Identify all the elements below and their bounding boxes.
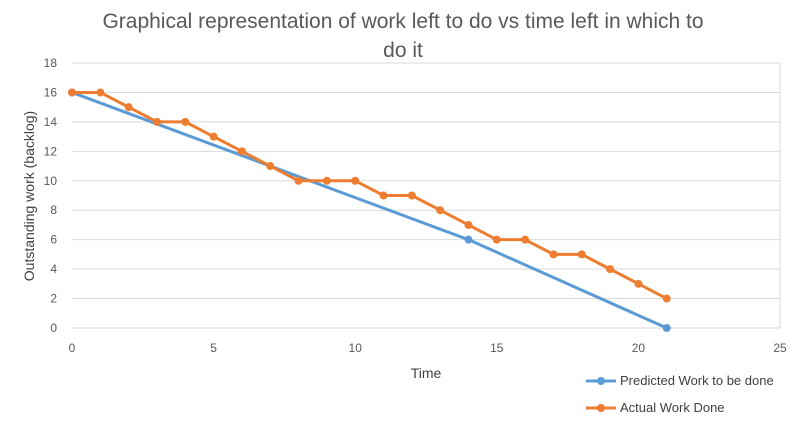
legend: Predicted Work to be done Actual Work Don… xyxy=(586,373,774,415)
data-point xyxy=(606,265,615,274)
data-point xyxy=(464,235,473,244)
y-tick-label: 14 xyxy=(44,115,58,129)
chart-title-line-2: do it xyxy=(383,39,423,62)
data-point xyxy=(237,147,246,156)
data-point xyxy=(152,117,161,126)
y-axis-title: Outstanding work (backlog) xyxy=(21,111,37,281)
y-tick-label: 12 xyxy=(44,144,58,158)
data-point xyxy=(379,191,388,200)
data-point xyxy=(662,324,671,332)
data-point xyxy=(662,294,671,303)
data-point xyxy=(549,250,558,259)
y-tick-label: 18 xyxy=(44,56,58,70)
data-point xyxy=(634,279,643,288)
x-tick-label: 5 xyxy=(210,341,217,355)
x-tick-label: 15 xyxy=(490,341,504,355)
legend-label: Predicted Work to be done xyxy=(620,373,774,388)
legend-marker xyxy=(597,377,605,385)
legend-item: Actual Work Done xyxy=(586,400,725,415)
x-tick-label: 10 xyxy=(349,341,363,355)
data-point xyxy=(577,250,586,259)
data-point xyxy=(266,162,275,171)
y-tick-label: 10 xyxy=(44,174,58,188)
x-tick-label: 25 xyxy=(773,341,787,355)
x-axis-title: Time xyxy=(411,365,442,381)
data-point xyxy=(124,103,133,112)
data-point xyxy=(407,191,416,200)
gridlines xyxy=(72,62,781,329)
chart-title: Graphical representation of work left to… xyxy=(102,10,703,62)
y-tick-label: 0 xyxy=(50,321,57,335)
y-tick-label: 16 xyxy=(44,85,58,99)
chart-title-line-1: Graphical representation of work left to… xyxy=(102,10,703,33)
y-tick-label: 8 xyxy=(50,203,57,217)
series-line xyxy=(72,90,668,300)
data-point xyxy=(209,132,218,141)
data-point xyxy=(464,220,473,229)
data-point xyxy=(96,88,105,97)
data-point xyxy=(322,176,331,185)
series-group xyxy=(68,88,671,332)
data-point xyxy=(351,176,360,185)
data-point xyxy=(294,176,303,185)
x-tick-label: 0 xyxy=(69,341,76,355)
y-tick-label: 4 xyxy=(50,262,57,276)
y-axis-ticks: 0 2 4 6 8 10 12 14 16 18 xyxy=(44,56,58,335)
legend-label: Actual Work Done xyxy=(620,400,725,415)
y-tick-label: 6 xyxy=(50,233,57,247)
series-1 xyxy=(68,88,671,303)
data-point xyxy=(521,235,530,244)
data-point xyxy=(181,117,190,126)
data-point xyxy=(68,88,76,97)
data-point xyxy=(436,206,445,215)
legend-item: Predicted Work to be done xyxy=(586,373,774,388)
data-point xyxy=(492,235,501,244)
y-tick-label: 2 xyxy=(50,292,57,306)
x-tick-label: 20 xyxy=(632,341,646,355)
x-axis-ticks: 0 5 10 15 20 25 xyxy=(69,341,787,355)
legend-marker xyxy=(597,404,605,412)
